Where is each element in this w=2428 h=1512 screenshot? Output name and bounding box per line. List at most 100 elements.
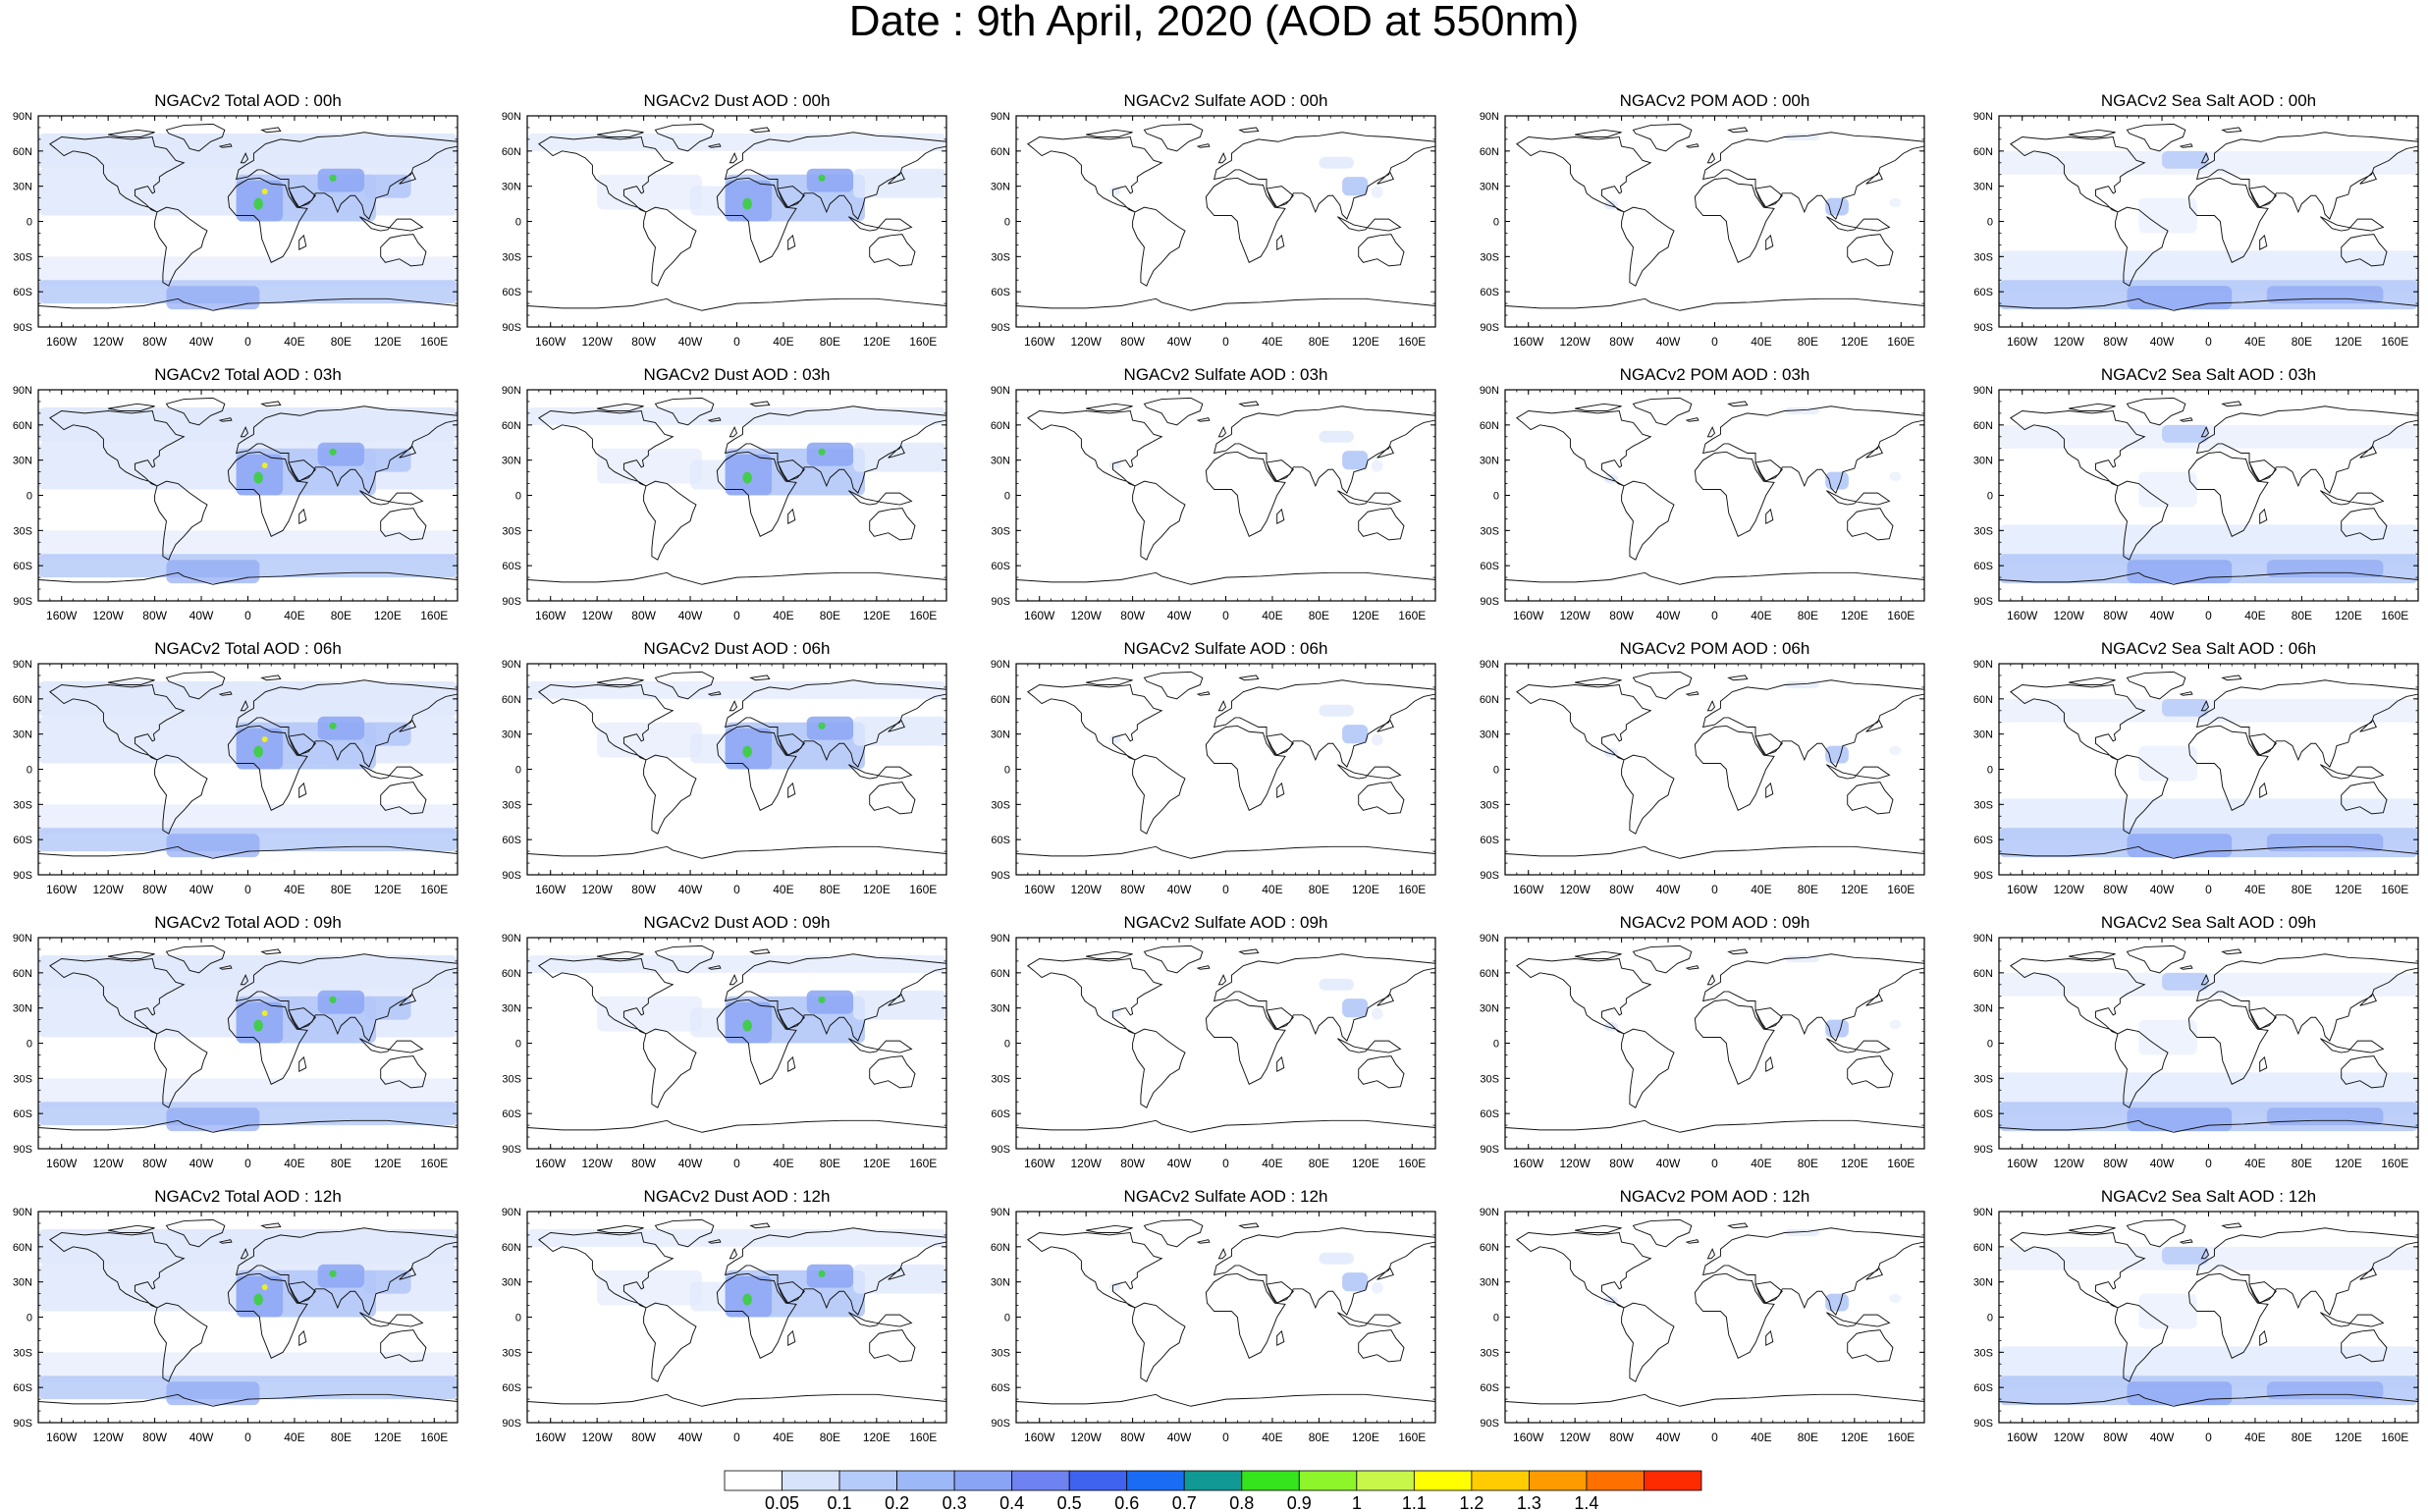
- lon-tick-label: 160W: [1513, 1157, 1544, 1170]
- aod-field: [806, 716, 854, 740]
- lon-tick-label: 40W: [1656, 883, 1681, 896]
- panel-title: NGACv2 Dust AOD : 06h: [644, 639, 831, 658]
- lon-tick-label: 80W: [142, 883, 167, 896]
- aod-field: [1889, 197, 1902, 208]
- lon-tick-label: 160E: [2381, 1431, 2408, 1444]
- aod-field: [2138, 197, 2197, 234]
- lat-tick-label: 90S: [1973, 1144, 1993, 1156]
- lat-tick-label: 30N: [991, 1277, 1010, 1289]
- lat-tick-label: 90S: [502, 1418, 521, 1430]
- lon-tick-label: 40E: [284, 1431, 304, 1444]
- lat-tick-label: 30S: [1973, 799, 1993, 811]
- lon-tick-label: 0: [2205, 883, 2212, 896]
- aod-field: [597, 174, 702, 210]
- lat-tick-label: 60S: [1480, 561, 1499, 572]
- lon-tick-label: 80W: [142, 609, 167, 622]
- panel-title: NGACv2 Sulfate AOD : 00h: [1124, 91, 1328, 110]
- lon-tick-label: 120E: [2335, 1431, 2362, 1444]
- lon-tick-label: 0: [2205, 1431, 2212, 1444]
- lon-tick-label: 120W: [1559, 335, 1591, 349]
- map-panel-seasalt-r3: NGACv2 Sea Salt AOD : 09h 90N 60N 30N 0 30S 60…: [1973, 913, 2419, 1170]
- lon-tick-label: 120E: [2335, 335, 2362, 349]
- lon-tick-label: 160E: [909, 1431, 937, 1444]
- lon-tick-label: 160W: [2007, 1431, 2038, 1444]
- lon-tick-label: 40W: [1656, 335, 1681, 349]
- lon-tick-label: 0: [1222, 1431, 1229, 1444]
- lat-tick-label: 0: [1004, 217, 1010, 229]
- aod-field: [261, 736, 268, 743]
- panel-title: NGACv2 Total AOD : 06h: [154, 639, 342, 658]
- lat-tick-label: 60N: [502, 1242, 521, 1254]
- lat-tick-label: 60S: [13, 561, 32, 572]
- lon-tick-label: 80E: [1798, 883, 1818, 896]
- colorbar-swatch: [782, 1470, 840, 1491]
- lat-tick-label: 30S: [1480, 525, 1499, 537]
- lat-tick-label: 60N: [991, 146, 1010, 158]
- lat-tick-label: 90S: [1480, 322, 1499, 334]
- lon-tick-label: 80E: [1309, 1157, 1329, 1170]
- lat-tick-label: 90N: [1973, 933, 1993, 945]
- aod-field: [2127, 1107, 2233, 1132]
- aod-field: [261, 1284, 268, 1291]
- lat-tick-label: 30N: [1480, 1277, 1499, 1289]
- panel-title: NGACv2 Dust AOD : 03h: [644, 365, 831, 384]
- lon-tick-label: 40W: [678, 883, 703, 896]
- lat-tick-label: 60N: [502, 694, 521, 706]
- lat-tick-label: 60N: [13, 968, 32, 980]
- aod-field: [742, 1019, 752, 1032]
- lon-tick-label: 120E: [1352, 883, 1379, 896]
- lon-tick-label: 40W: [1656, 1431, 1681, 1444]
- lon-tick-label: 160E: [1398, 1157, 1426, 1170]
- lon-tick-label: 40W: [2150, 1157, 2175, 1170]
- lat-tick-label: 30N: [502, 729, 521, 741]
- aod-field: [1342, 177, 1369, 196]
- lat-tick-label: 60S: [1973, 561, 1993, 572]
- panel-title: NGACv2 POM AOD : 00h: [1620, 91, 1810, 110]
- lat-tick-label: 60S: [1973, 1108, 1993, 1120]
- lon-tick-label: 40E: [2244, 335, 2265, 349]
- lat-tick-label: 60N: [502, 968, 521, 980]
- lon-tick-label: 160E: [420, 609, 448, 622]
- lon-tick-label: 40W: [678, 335, 703, 349]
- lon-tick-label: 80E: [1309, 335, 1329, 349]
- lat-tick-label: 90S: [1973, 322, 1993, 334]
- lat-tick-label: 0: [1004, 1313, 1010, 1324]
- aod-field: [2138, 1019, 2197, 1055]
- lon-tick-label: 0: [733, 883, 740, 896]
- lat-tick-label: 0: [1493, 1313, 1499, 1324]
- lon-tick-label: 160W: [1513, 883, 1544, 896]
- lat-tick-label: 90N: [1973, 385, 1993, 397]
- panel-title: NGACv2 Sulfate AOD : 03h: [1124, 365, 1328, 384]
- lon-tick-label: 0: [2205, 609, 2212, 622]
- colorbar-swatch: [1471, 1470, 1530, 1491]
- aod-field: [2162, 698, 2209, 717]
- lon-tick-label: 40E: [773, 335, 793, 349]
- aod-field: [2138, 471, 2197, 508]
- aod-field: [261, 462, 268, 469]
- colorbar-label: 0.05: [765, 1493, 799, 1512]
- lat-tick-label: 90S: [991, 870, 1010, 882]
- panel-title: NGACv2 Sea Salt AOD : 09h: [2101, 913, 2316, 932]
- aod-field: [1603, 200, 1619, 210]
- lat-tick-label: 30N: [1480, 182, 1499, 193]
- aod-field: [1889, 745, 1902, 756]
- lon-tick-label: 120W: [1559, 883, 1591, 896]
- lat-tick-label: 30N: [1973, 1277, 1993, 1289]
- lon-tick-label: 160E: [1887, 335, 1915, 349]
- map-panel-sulfate-r1: NGACv2 Sulfate AOD : 03h 90N 60N 30N 0 30S 60S…: [991, 365, 1436, 622]
- lon-tick-label: 0: [2205, 335, 2212, 349]
- colorbar-swatch: [1068, 1470, 1128, 1491]
- lon-tick-label: 120E: [1841, 609, 1868, 622]
- lat-tick-label: 30N: [1480, 456, 1499, 467]
- lat-tick-label: 30N: [991, 729, 1010, 741]
- map-panel-seasalt-r1: NGACv2 Sea Salt AOD : 03h 90N 60N 30N 0 30S 60…: [1973, 365, 2419, 622]
- lon-tick-label: 80E: [1798, 609, 1818, 622]
- lon-tick-label: 160W: [535, 883, 567, 896]
- colorbar-swatch: [896, 1470, 955, 1491]
- lat-tick-label: 0: [1987, 217, 1993, 229]
- lat-tick-label: 90N: [1480, 659, 1499, 671]
- lon-tick-label: 80E: [820, 1157, 840, 1170]
- lon-tick-label: 160W: [1513, 609, 1544, 622]
- map-panel-pom-r1: NGACv2 POM AOD : 03h 90N 60N 30N 0 30S 60S 90S 1…: [1480, 365, 1925, 622]
- lat-tick-label: 30S: [13, 1073, 32, 1085]
